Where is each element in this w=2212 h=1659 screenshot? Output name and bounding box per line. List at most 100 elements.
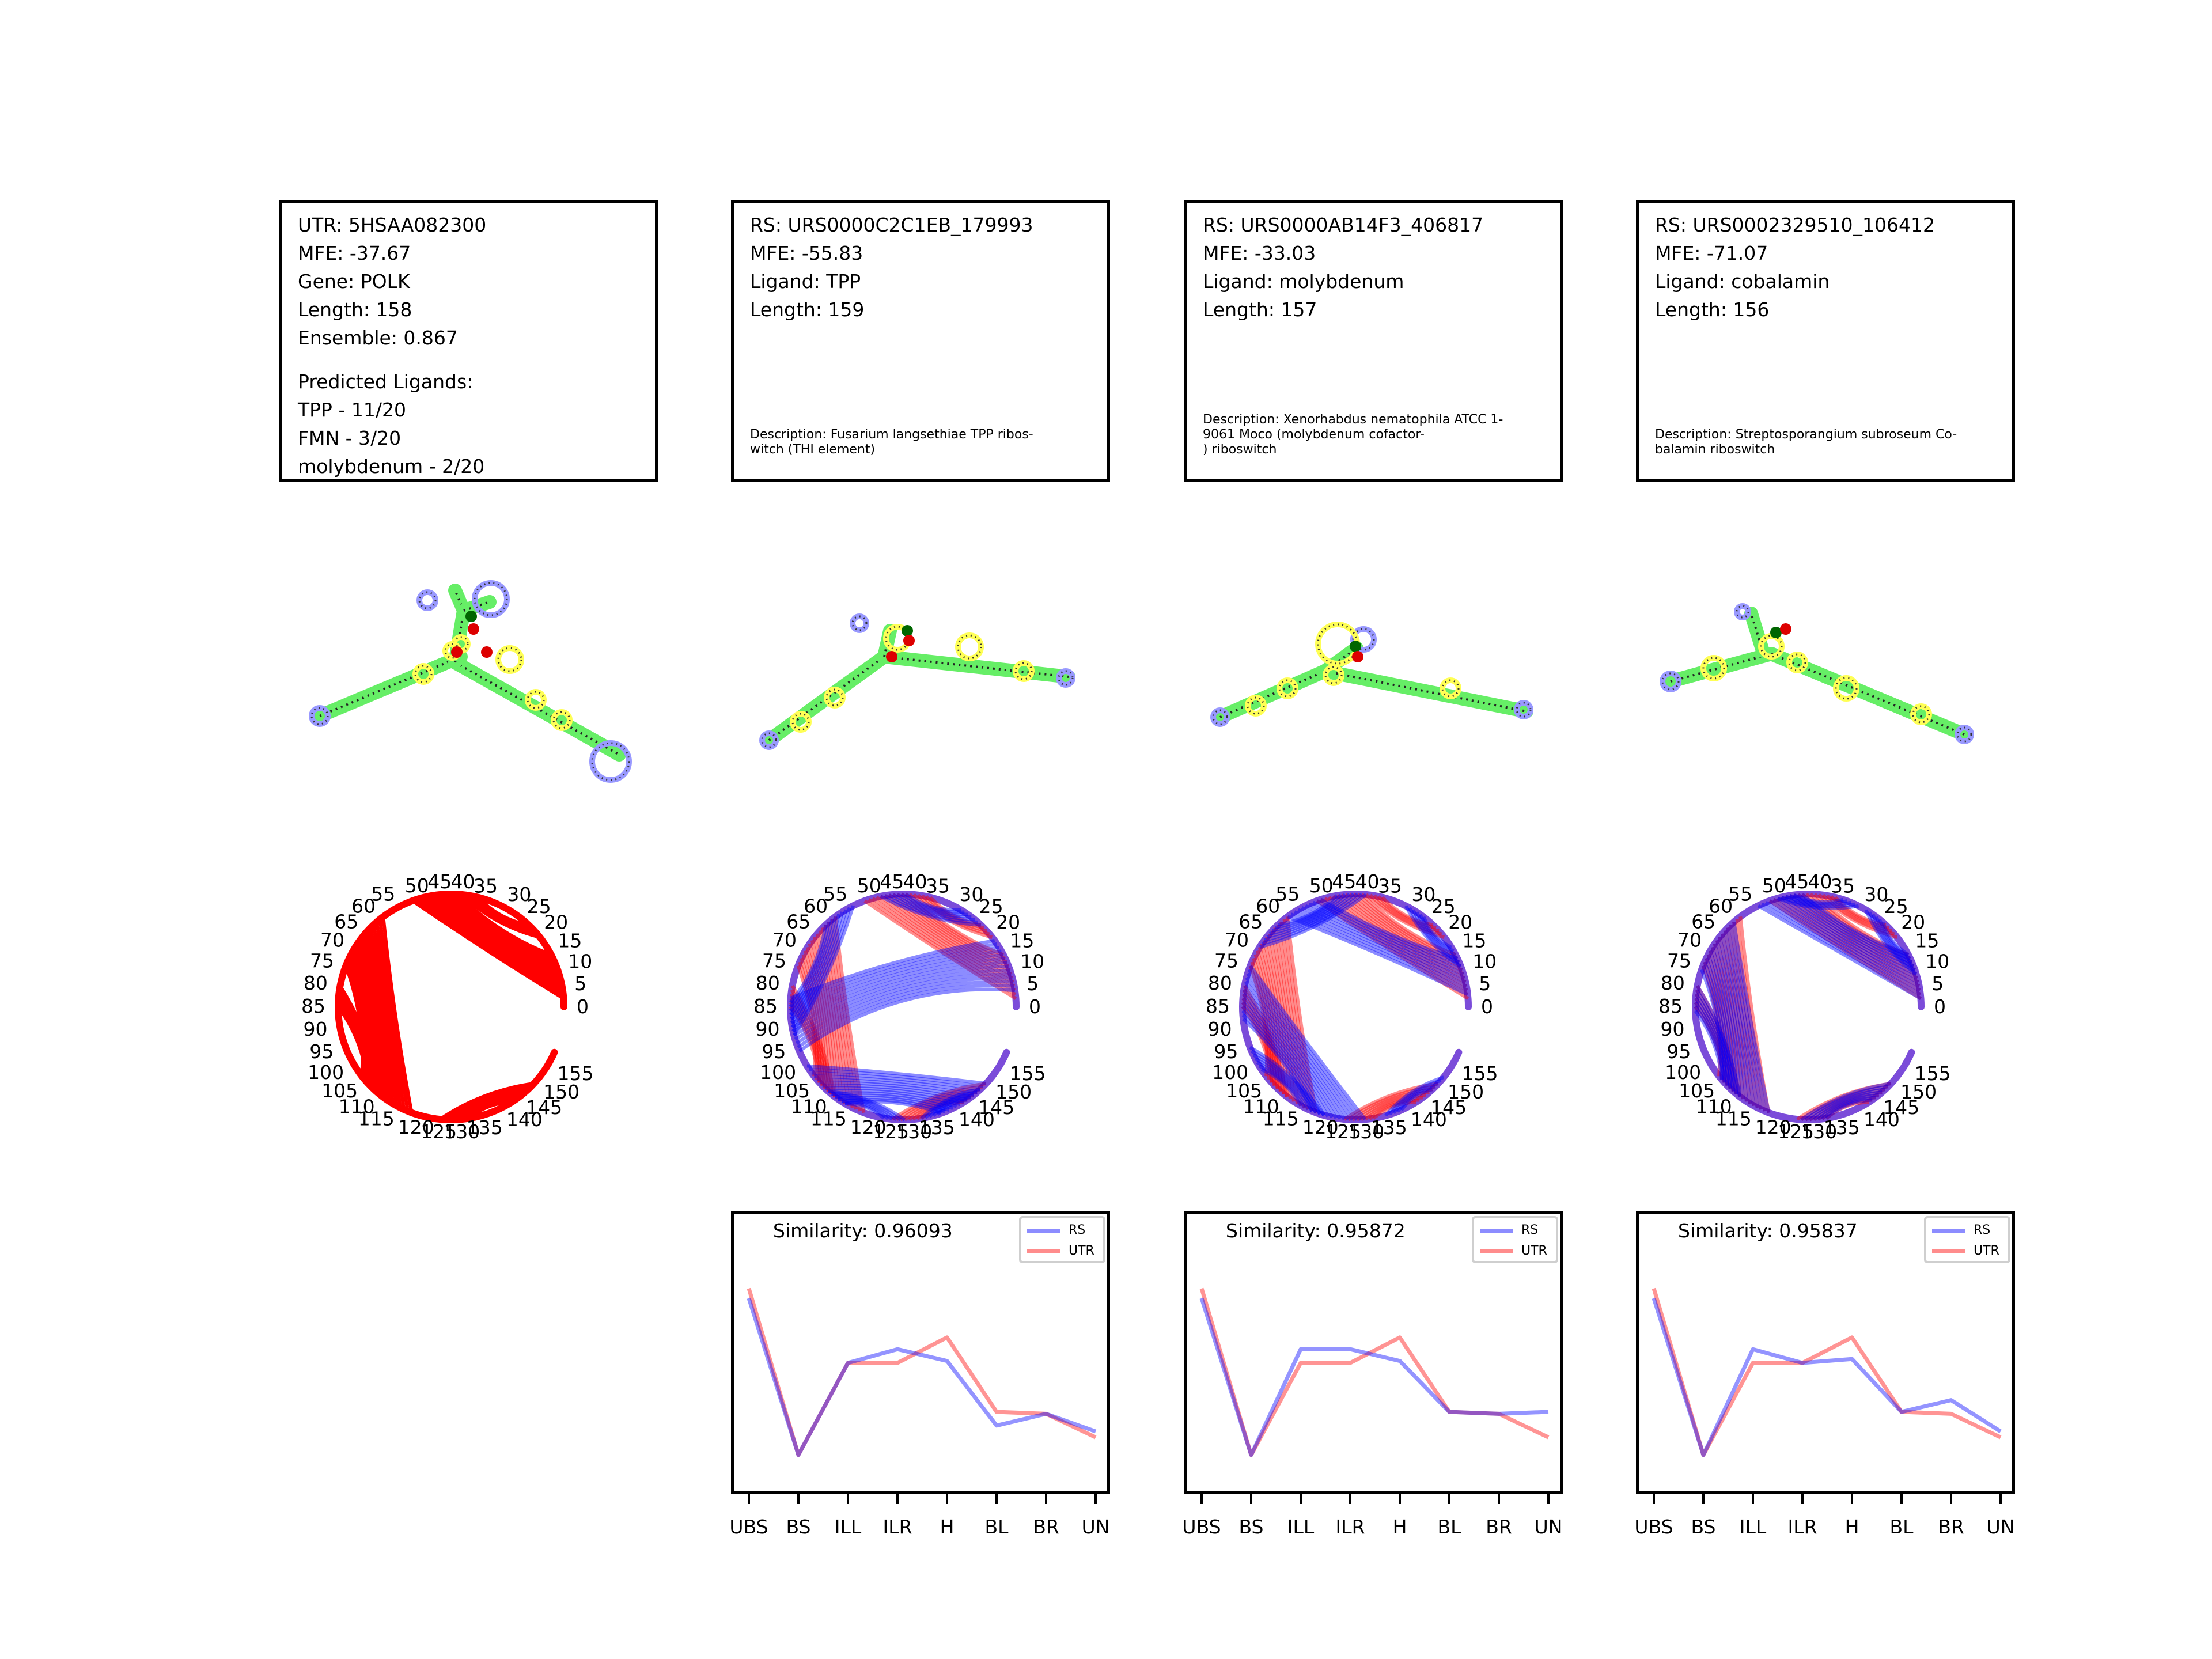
- base-pair-arc: [1703, 961, 1724, 1080]
- base-pair-arc: [1761, 902, 1922, 996]
- x-tick: [1094, 1494, 1097, 1504]
- x-tick: [748, 1494, 750, 1504]
- base-pair-arc: [1241, 993, 1282, 1092]
- base-pair-arc: [896, 892, 968, 916]
- info-line: Ligand: TPP: [750, 270, 861, 293]
- base-pair-arc: [1368, 1098, 1420, 1120]
- series-line-utr: [1652, 1287, 2002, 1457]
- circle-tick-label: 20: [996, 911, 1020, 933]
- base-pair-arc: [880, 895, 981, 927]
- circle-tick-label: 70: [1677, 929, 1702, 952]
- base-pair-arc: [1710, 946, 1735, 1092]
- circle-tick-label: 50: [405, 874, 429, 897]
- info-box-rs-2: RS: URS0000AB14F3_406817 MFE: -33.03 Lig…: [1184, 200, 1563, 482]
- base-pair-arc: [831, 1092, 902, 1122]
- circle-tick-label: 110: [791, 1095, 827, 1118]
- x-tick: [1950, 1494, 1952, 1504]
- base-pair-arc: [828, 1089, 906, 1122]
- base-pair-arc: [928, 1093, 975, 1118]
- base-pair-arc: [1821, 1098, 1873, 1120]
- base-pair-arc: [794, 976, 1013, 1041]
- base-pair-arc: [1715, 940, 1748, 1102]
- circle-tick-label: 105: [321, 1080, 358, 1102]
- base-pair-arc: [1700, 969, 1724, 1080]
- base-pair-arc: [815, 933, 843, 1102]
- base-pair-arc: [1359, 1093, 1427, 1122]
- base-pair-arc: [789, 1005, 821, 1083]
- circle-tick-label: 25: [979, 895, 1003, 918]
- circle-tick-label: 60: [1709, 895, 1733, 918]
- base-pair-arc: [1812, 1090, 1883, 1122]
- backbone-ring: [1691, 891, 1925, 1124]
- base-pair-arc: [920, 1088, 981, 1120]
- base-pair-arc: [1276, 924, 1306, 1108]
- base-pair-arc: [1241, 1013, 1318, 1114]
- base-pair-arc: [808, 943, 834, 1094]
- circle-tick-label: 115: [358, 1108, 395, 1130]
- legend-item: RS: [1480, 1223, 1538, 1237]
- base-pair-arc: [806, 1064, 987, 1085]
- loop-backbone: [1324, 666, 1343, 684]
- base-pair-arc: [1694, 1009, 1724, 1080]
- loop-backbone: [825, 688, 844, 707]
- base-pair-arc: [800, 957, 821, 1083]
- base-pair-arc: [1270, 930, 1299, 1104]
- loop-backbone: [453, 636, 469, 652]
- base-pair-arc: [907, 1093, 975, 1122]
- circle-tick-label: 150: [543, 1081, 579, 1103]
- info-line: MFE: -37.67: [298, 242, 411, 264]
- base-pair-arc: [1241, 1001, 1330, 1118]
- circle-tick-label: 130: [1348, 1120, 1384, 1143]
- legend-item: RS: [1027, 1223, 1085, 1237]
- base-pair-arc: [792, 905, 855, 1036]
- arc-diagram: 0510152025303540455055606570758085909510…: [301, 870, 594, 1143]
- circle-tick-label: 95: [762, 1040, 786, 1063]
- base-pair-arc: [892, 893, 972, 919]
- circle-tick-label: 80: [304, 972, 328, 994]
- circle-tick-label: 155: [1010, 1062, 1046, 1085]
- x-tick-label: ILR: [1335, 1516, 1365, 1538]
- base-pair-arc: [1241, 997, 1279, 1089]
- base-pair-arc: [1720, 933, 1748, 1102]
- x-tick-label: UBS: [1182, 1516, 1221, 1538]
- x-tick: [1653, 1494, 1655, 1504]
- circle-tick-label: 120: [850, 1116, 887, 1138]
- base-pair-arc: [1312, 900, 1461, 968]
- base-pair-arc: [790, 988, 834, 1094]
- base-pair-arc: [1396, 1085, 1436, 1113]
- x-tick-label: BS: [786, 1516, 811, 1538]
- circle-tick-label: 130: [444, 1120, 480, 1143]
- loop-backbone: [761, 732, 777, 748]
- circle-tick-label: 105: [1679, 1080, 1715, 1102]
- circle-tick-label: 100: [760, 1061, 796, 1084]
- base-pair-arc: [880, 895, 1014, 984]
- stem-backbone: [768, 656, 885, 741]
- base-pair-arc: [1279, 921, 1310, 1110]
- base-pair-arc: [822, 1084, 968, 1102]
- base-pair-arc: [363, 933, 391, 1102]
- base-pair-arc: [1252, 1053, 1318, 1114]
- base-pair-arc: [1332, 895, 1467, 984]
- base-pair-arc: [912, 1096, 971, 1121]
- base-pair-arc: [1757, 904, 1922, 1001]
- base-pair-arc: [1764, 900, 1921, 992]
- base-pair-arc: [798, 961, 819, 1080]
- circle-tick-label: 50: [1762, 874, 1786, 897]
- base-pair-arc: [920, 1100, 964, 1120]
- predicted-ligands-heading: Predicted Ligands:: [298, 370, 474, 393]
- base-pair-arc: [1355, 1090, 1430, 1122]
- arc-diagram: 0510152025303540455055606570758085909510…: [1206, 870, 1498, 1143]
- circle-tick-label: 70: [772, 929, 797, 952]
- base-pair-arc: [1825, 1098, 1873, 1120]
- base-pair-arc: [1706, 953, 1729, 1086]
- circle-tick-label: 40: [1355, 870, 1380, 893]
- series-line-rs: [1199, 1297, 1549, 1457]
- info-line: Length: 159: [750, 298, 865, 321]
- base-pair-arc: [921, 894, 987, 933]
- base-pair-arc: [440, 893, 559, 972]
- base-pair-arc: [1715, 940, 1742, 1097]
- info-line: Ligand: cobalamin: [1655, 270, 1830, 293]
- base-pair-arc: [834, 1093, 954, 1110]
- x-tick-label: H: [1844, 1516, 1859, 1538]
- circle-tick-label: 135: [1824, 1116, 1860, 1139]
